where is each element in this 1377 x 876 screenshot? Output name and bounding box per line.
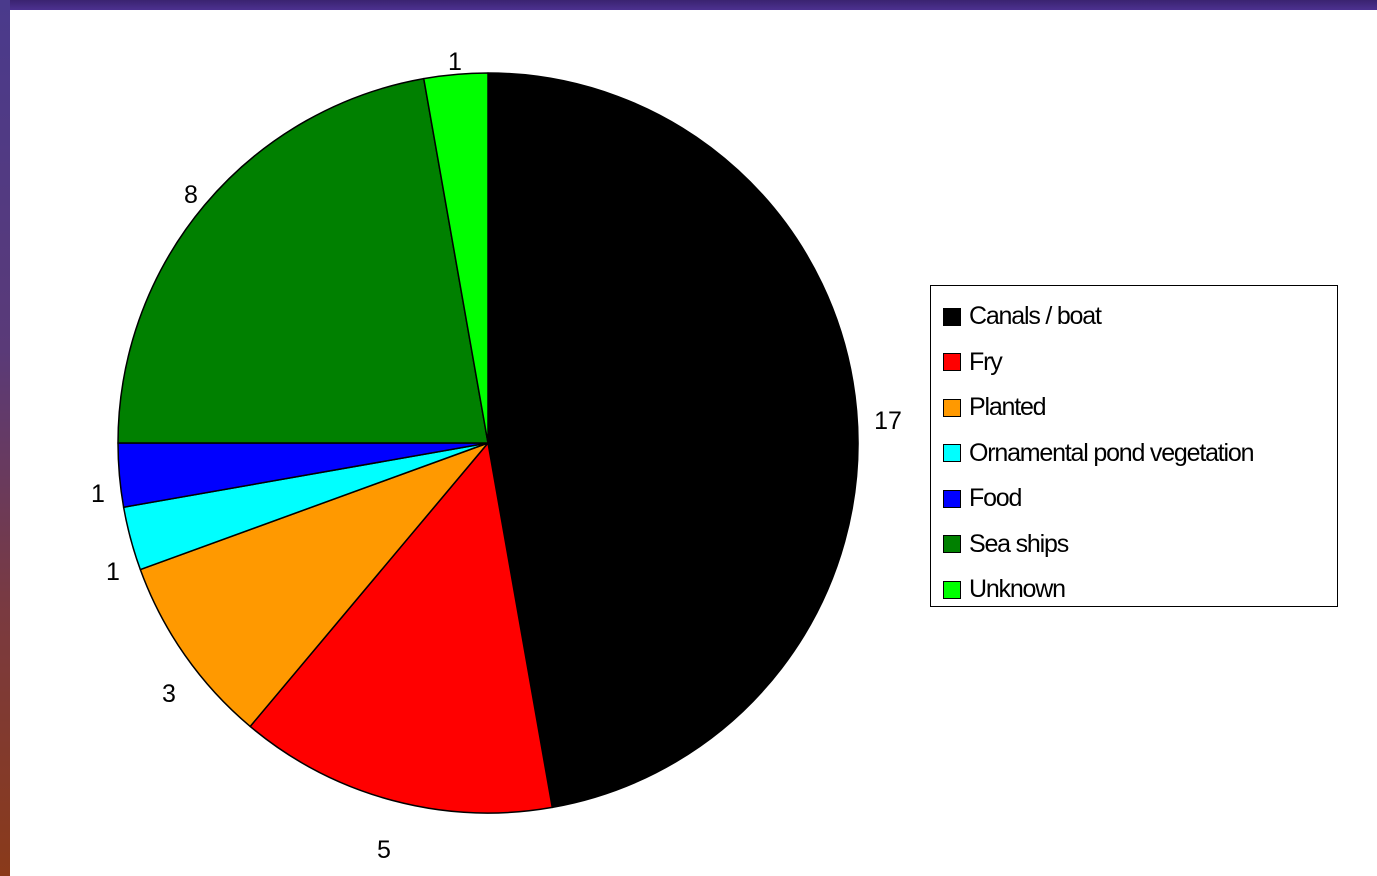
legend-item-fry: Fry xyxy=(931,340,1337,386)
data-label-canals-boat: 17 xyxy=(874,407,902,435)
legend-item-ornamental-pond-vegetation: Ornamental pond vegetation xyxy=(931,431,1337,477)
data-label-planted: 3 xyxy=(162,680,176,708)
pie-chart: 17 5 3 1 1 8 1 xyxy=(91,48,902,864)
legend-item-canals-boat: Canals / boat xyxy=(931,294,1337,340)
pie-data-labels: 17 5 3 1 1 8 1 xyxy=(91,48,902,864)
legend-swatch-planted xyxy=(943,398,961,417)
legend-swatch-unknown xyxy=(943,580,961,599)
chart-area: 17 5 3 1 1 8 1 Canals / boat Fry Planted Ornam… xyxy=(10,10,1377,876)
legend-swatch-sea-ships xyxy=(943,535,961,554)
pie-slice-planted xyxy=(139,442,489,728)
data-label-unknown: 1 xyxy=(448,48,462,76)
legend-swatch-fry xyxy=(943,353,961,372)
legend-label-canals-boat: Canals / boat xyxy=(969,302,1102,331)
chart-legend: Canals / boat Fry Planted Ornamental pon… xyxy=(930,285,1338,607)
window-frame-left xyxy=(0,0,10,876)
legend-item-unknown: Unknown xyxy=(931,567,1337,613)
pie-slice-fry xyxy=(249,442,553,814)
legend-item-planted: Planted xyxy=(931,385,1337,431)
pie-slice-unknown xyxy=(423,72,489,444)
legend-item-food: Food xyxy=(931,476,1337,522)
pie-slice-sea-ships xyxy=(117,77,489,444)
legend-label-sea-ships: Sea ships xyxy=(969,529,1069,558)
legend-label-planted: Planted xyxy=(969,393,1047,422)
legend-item-sea-ships: Sea ships xyxy=(931,522,1337,568)
pie-slices xyxy=(117,72,859,814)
data-label-fry: 5 xyxy=(377,836,391,864)
legend-label-fry: Fry xyxy=(969,347,1003,376)
pie-slice-canals-boat xyxy=(487,72,859,809)
window-frame-top xyxy=(0,0,1377,10)
data-label-sea-ships: 8 xyxy=(184,181,198,209)
legend-label-unknown: Unknown xyxy=(969,575,1066,604)
legend-swatch-canals-boat xyxy=(943,307,961,326)
legend-label-food: Food xyxy=(969,484,1022,513)
data-label-food: 1 xyxy=(91,480,105,508)
legend-label-ornamental-pond-vegetation: Ornamental pond vegetation xyxy=(969,438,1254,467)
legend-swatch-food xyxy=(943,489,961,508)
data-label-ornamental-pond-vegetation: 1 xyxy=(106,558,120,586)
legend-swatch-ornamental-pond-vegetation xyxy=(943,444,961,463)
